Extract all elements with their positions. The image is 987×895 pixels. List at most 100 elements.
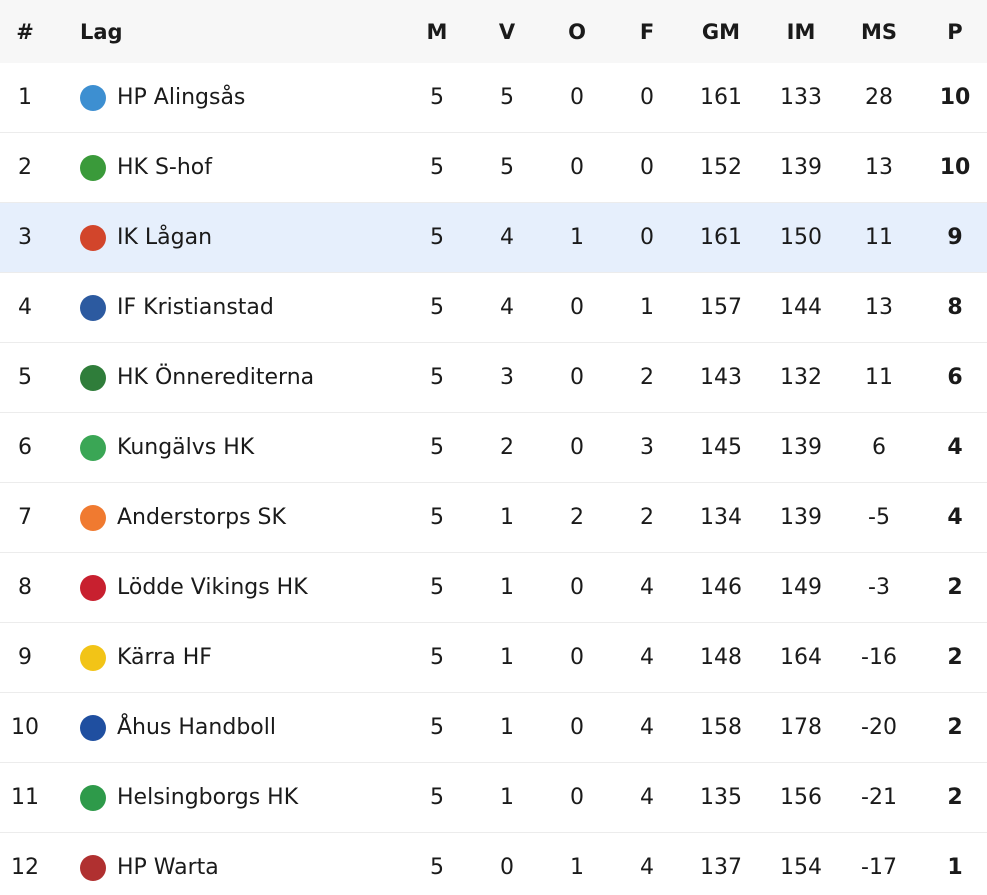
stat-p: 10 (939, 85, 971, 110)
stat-m: 5 (430, 575, 444, 600)
team-name: Anderstorps SK (117, 505, 286, 530)
ahus-handboll-logo-icon (80, 714, 106, 741)
team-link[interactable]: Anderstorps SK (80, 483, 286, 552)
team-link[interactable]: Kärra HF (80, 623, 212, 692)
stat-gm: 161 (700, 85, 742, 110)
rank: 6 (18, 435, 32, 460)
ik-lagan-logo-icon (80, 224, 106, 251)
team-link[interactable]: HK Önnerediterna (80, 343, 314, 412)
table-row[interactable]: 2 HK S-hof 5 5 0 0 152 139 13 10 (0, 133, 987, 203)
rank: 3 (18, 225, 32, 250)
stat-f: 3 (640, 435, 654, 460)
table-row[interactable]: 1 HP Alingsås 5 5 0 0 161 133 28 10 (0, 63, 987, 133)
stat-ms: 6 (872, 435, 886, 460)
stat-ms: -21 (861, 785, 897, 810)
rank: 1 (18, 85, 32, 110)
stat-m: 5 (430, 435, 444, 460)
stat-v: 1 (500, 505, 514, 530)
header-m[interactable]: M (426, 19, 448, 44)
team-link[interactable]: HP Warta (80, 833, 219, 895)
hp-alingsas-logo-icon (80, 84, 106, 111)
stat-im: 156 (780, 785, 822, 810)
anderstorps-sk-logo-icon (80, 504, 106, 531)
stat-m: 5 (430, 715, 444, 740)
stat-ms: 28 (865, 85, 893, 110)
stat-o: 0 (570, 575, 584, 600)
helsingborgs-hk-logo-icon (80, 784, 106, 811)
table-row[interactable]: 3 IK Lågan 5 4 1 0 161 150 11 9 (0, 203, 987, 273)
team-name: Helsingborgs HK (117, 785, 299, 810)
team-link[interactable]: Kungälvs HK (80, 413, 254, 482)
stat-o: 0 (570, 295, 584, 320)
karra-hf-logo-icon (80, 644, 106, 671)
header-o[interactable]: O (568, 19, 586, 44)
header-f[interactable]: F (639, 19, 655, 44)
stat-gm: 143 (700, 365, 742, 390)
team-link[interactable]: Åhus Handboll (80, 693, 276, 762)
rank: 10 (11, 715, 39, 740)
stat-p: 1 (947, 855, 963, 880)
stat-m: 5 (430, 365, 444, 390)
stat-f: 4 (640, 855, 654, 880)
stat-gm: 158 (700, 715, 742, 740)
header-im[interactable]: IM (786, 19, 816, 44)
team-link[interactable]: HP Alingsås (80, 63, 245, 132)
stat-p: 2 (947, 785, 963, 810)
table-row[interactable]: 4 IF Kristianstad 5 4 0 1 157 144 13 8 (0, 273, 987, 343)
table-row[interactable]: 11 Helsingborgs HK 5 1 0 4 135 156 -21 2 (0, 763, 987, 833)
table-row[interactable]: 10 Åhus Handboll 5 1 0 4 158 178 -20 2 (0, 693, 987, 763)
stat-ms: -20 (861, 715, 897, 740)
stat-gm: 148 (700, 645, 742, 670)
stat-v: 5 (500, 155, 514, 180)
stat-v: 1 (500, 575, 514, 600)
table-row[interactable]: 7 Anderstorps SK 5 1 2 2 134 139 -5 4 (0, 483, 987, 553)
stat-im: 139 (780, 155, 822, 180)
stat-ms: -17 (861, 855, 897, 880)
stat-f: 1 (640, 295, 654, 320)
team-link[interactable]: HK S-hof (80, 133, 212, 202)
stat-o: 1 (570, 225, 584, 250)
stat-f: 4 (640, 575, 654, 600)
stat-m: 5 (430, 785, 444, 810)
stat-ms: 13 (865, 155, 893, 180)
team-name: HK Önnerediterna (117, 365, 315, 390)
table-row[interactable]: 12 HP Warta 5 0 1 4 137 154 -17 1 (0, 833, 987, 895)
stat-ms: -16 (861, 645, 897, 670)
stat-f: 0 (640, 85, 654, 110)
header-p[interactable]: P (947, 19, 963, 44)
team-link[interactable]: IK Lågan (80, 203, 212, 272)
stat-ms: 13 (865, 295, 893, 320)
table-row[interactable]: 9 Kärra HF 5 1 0 4 148 164 -16 2 (0, 623, 987, 693)
table-row[interactable]: 6 Kungälvs HK 5 2 0 3 145 139 6 4 (0, 413, 987, 483)
table-row[interactable]: 8 Lödde Vikings HK 5 1 0 4 146 149 -3 2 (0, 553, 987, 623)
team-link[interactable]: Lödde Vikings HK (80, 553, 308, 622)
stat-v: 4 (500, 225, 514, 250)
header-rank[interactable]: # (16, 19, 34, 44)
stat-im: 133 (780, 85, 822, 110)
header-team[interactable]: Lag (80, 19, 123, 44)
stat-o: 0 (570, 645, 584, 670)
stat-gm: 145 (700, 435, 742, 460)
team-name: HP Warta (117, 855, 219, 880)
team-link[interactable]: Helsingborgs HK (80, 763, 298, 832)
header-v[interactable]: V (498, 19, 516, 44)
stat-v: 0 (500, 855, 514, 880)
stat-v: 4 (500, 295, 514, 320)
team-name: IK Lågan (117, 225, 213, 250)
team-name: IF Kristianstad (117, 295, 274, 320)
stat-m: 5 (430, 155, 444, 180)
stat-p: 4 (947, 505, 963, 530)
stat-im: 150 (780, 225, 822, 250)
stat-gm: 135 (700, 785, 742, 810)
stat-ms: 11 (865, 225, 893, 250)
header-gm[interactable]: GM (701, 19, 741, 44)
stat-im: 149 (780, 575, 822, 600)
table-row[interactable]: 5 HK Önnerediterna 5 3 0 2 143 132 11 6 (0, 343, 987, 413)
stat-o: 2 (570, 505, 584, 530)
stat-o: 0 (570, 435, 584, 460)
stat-p: 6 (947, 365, 963, 390)
header-ms[interactable]: MS (860, 19, 898, 44)
team-link[interactable]: IF Kristianstad (80, 273, 274, 342)
rank: 7 (18, 505, 32, 530)
